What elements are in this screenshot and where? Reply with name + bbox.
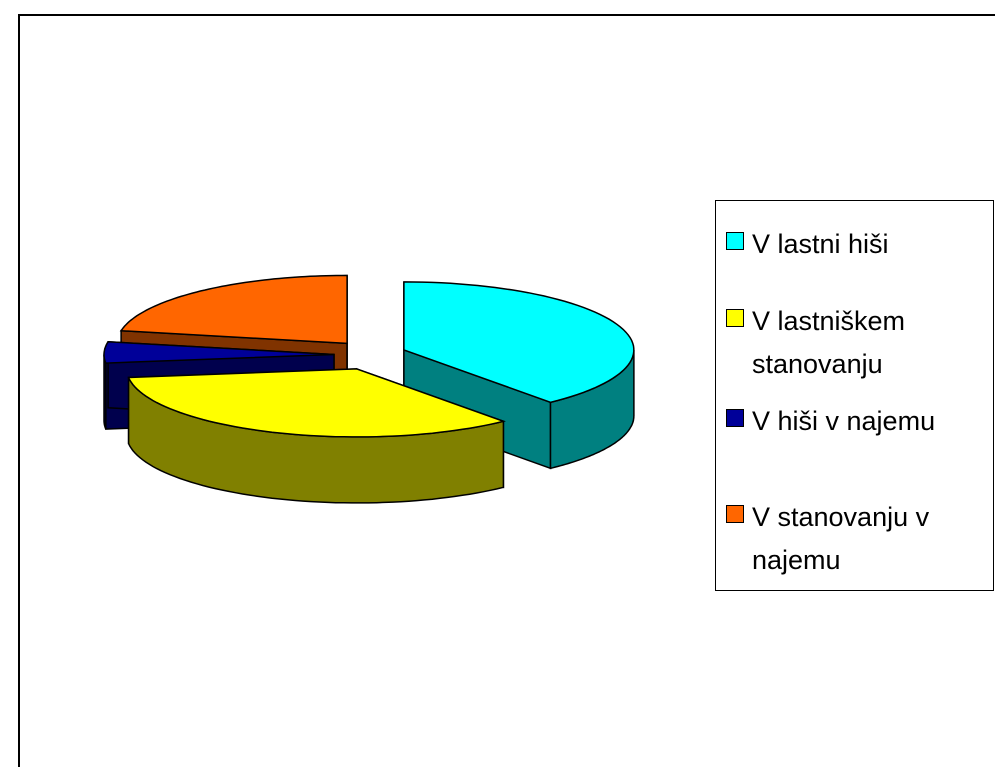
legend-label: V hiši v najemu — [752, 406, 936, 436]
legend-entry: V stanovanju v najemu — [726, 496, 992, 582]
legend-label: V lastni hiši — [752, 229, 889, 259]
legend-label: V stanovanju v najemu — [752, 502, 930, 575]
legend-entry: V lastni hiši — [726, 223, 992, 266]
slice-top — [403, 281, 635, 404]
slice-top — [127, 368, 506, 438]
legend-swatch — [726, 409, 744, 427]
slice-top — [103, 341, 335, 364]
legend-label: V lastniškem stanovanju — [752, 306, 906, 379]
pie-chart — [103, 274, 635, 504]
legend: V lastni hiši V lastniškem stanovanju V hi… — [715, 200, 994, 591]
legend-swatch — [726, 232, 744, 250]
legend-entry: V hiši v najemu — [726, 400, 992, 443]
legend-entry: V lastniškem stanovanju — [726, 300, 992, 386]
chart-frame — [18, 14, 995, 767]
slice-top — [119, 274, 348, 345]
slice-side — [103, 354, 107, 430]
legend-swatch — [726, 505, 744, 523]
legend-swatch — [726, 309, 744, 327]
